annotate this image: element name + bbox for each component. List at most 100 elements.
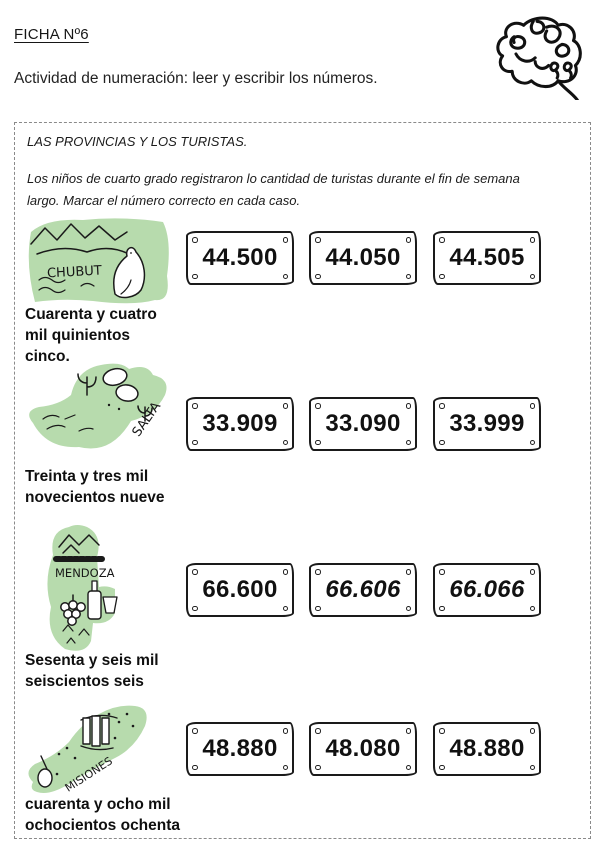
plate-value: 44.500 xyxy=(202,244,278,271)
worksheet-box: LAS PROVINCIAS Y LOS TURISTAS. Los niños… xyxy=(14,122,591,839)
plate-value: 48.880 xyxy=(449,735,525,762)
nail-dot xyxy=(439,237,445,243)
chubut-doodles xyxy=(30,223,146,299)
nail-dot xyxy=(192,439,198,445)
nail-dot xyxy=(315,273,321,279)
plate-value: 66.066 xyxy=(449,576,525,603)
word-line: Treinta y tres mil xyxy=(25,468,149,485)
ficha-number-title: FICHA Nº6 xyxy=(14,26,89,43)
number-plate[interactable]: 48.880 xyxy=(186,722,294,776)
nail-dot xyxy=(405,403,411,409)
brain-doodle-icon xyxy=(489,8,589,105)
nail-dot xyxy=(282,728,288,734)
mendoza-label: MENDOZA xyxy=(55,566,115,580)
number-plate[interactable]: 66.600 xyxy=(186,563,294,617)
nail-dot xyxy=(405,764,411,770)
nail-dot xyxy=(529,728,535,734)
word-line: Cuarenta y cuatro xyxy=(25,306,157,323)
nail-dot xyxy=(282,439,288,445)
chubut-map-icon: CHUBUT xyxy=(23,214,173,311)
plate-value: 44.505 xyxy=(449,244,525,271)
word-number-chubut: Cuarenta y cuatro mil quinientos cinco. xyxy=(25,304,157,367)
mendoza-doodles xyxy=(53,534,118,644)
number-plate[interactable]: 48.880 xyxy=(433,722,541,776)
nail-dot xyxy=(529,439,535,445)
nail-dot xyxy=(282,605,288,611)
nail-dot xyxy=(315,439,321,445)
nail-dot xyxy=(315,605,321,611)
nail-dot xyxy=(192,403,198,409)
nail-dot xyxy=(192,728,198,734)
plate-value: 33.909 xyxy=(202,410,278,437)
misiones-doodles xyxy=(37,712,135,788)
word-number-misiones: cuarenta y ocho mil ochocientos ochenta xyxy=(25,794,180,836)
number-plate[interactable]: 33.909 xyxy=(186,397,294,451)
nail-dot xyxy=(282,273,288,279)
nail-dot xyxy=(315,569,321,575)
plate-value: 48.080 xyxy=(325,735,401,762)
nail-dot xyxy=(439,728,445,734)
misiones-map-icon: MISIONES xyxy=(23,696,165,803)
nail-dot xyxy=(529,237,535,243)
number-plate[interactable]: 66.066 xyxy=(433,563,541,617)
plate-value: 33.999 xyxy=(449,410,525,437)
word-line: Sesenta y seis mil xyxy=(25,652,159,669)
number-plate[interactable]: 33.999 xyxy=(433,397,541,451)
nail-dot xyxy=(529,273,535,279)
nail-dot xyxy=(529,569,535,575)
word-line: cinco. xyxy=(25,348,70,365)
nail-dot xyxy=(192,764,198,770)
brain-inner-squiggles xyxy=(509,19,573,80)
nail-dot xyxy=(405,237,411,243)
nail-dot xyxy=(192,237,198,243)
plate-value: 44.050 xyxy=(325,244,401,271)
number-plate[interactable]: 66.606 xyxy=(309,563,417,617)
plate-value: 66.600 xyxy=(202,576,278,603)
plate-value: 66.606 xyxy=(325,576,401,603)
nail-dot xyxy=(529,403,535,409)
nail-dot xyxy=(405,605,411,611)
mendoza-map-icon: MENDOZA xyxy=(35,523,149,660)
word-line: novecientos nueve xyxy=(25,489,165,506)
nail-dot xyxy=(529,605,535,611)
nail-dot xyxy=(405,728,411,734)
number-plate[interactable]: 33.090 xyxy=(309,397,417,451)
plate-value: 48.880 xyxy=(202,735,278,762)
nail-dot xyxy=(192,569,198,575)
nail-dot xyxy=(439,764,445,770)
nail-dot xyxy=(282,237,288,243)
nail-dot xyxy=(405,273,411,279)
word-line: ochocientos ochenta xyxy=(25,817,181,834)
instructions-line: Los niños de cuarto grado registraron lo… xyxy=(27,171,520,186)
word-line: mil quinientos xyxy=(25,327,131,344)
instructions-line: largo. Marcar el número correcto en cada… xyxy=(27,193,301,208)
word-number-salta: Treinta y tres mil novecientos nueve xyxy=(25,466,165,508)
nail-dot xyxy=(439,569,445,575)
nail-dot xyxy=(315,764,321,770)
worksheet-instructions: Los niños de cuarto grado registraron lo… xyxy=(27,168,520,212)
nail-dot xyxy=(439,403,445,409)
nail-dot xyxy=(439,439,445,445)
nail-dot xyxy=(315,403,321,409)
nail-dot xyxy=(282,403,288,409)
nail-dot xyxy=(282,569,288,575)
number-plate[interactable]: 44.505 xyxy=(433,231,541,285)
plate-value: 33.090 xyxy=(325,410,401,437)
number-plate[interactable]: 48.080 xyxy=(309,722,417,776)
nail-dot xyxy=(405,439,411,445)
nail-dot xyxy=(315,237,321,243)
worksheet-title: LAS PROVINCIAS Y LOS TURISTAS. xyxy=(27,134,248,149)
activity-subtitle: Actividad de numeración: leer y escribir… xyxy=(14,70,378,87)
salta-doodles xyxy=(42,367,153,432)
nail-dot xyxy=(529,764,535,770)
nail-dot xyxy=(439,605,445,611)
chubut-label: CHUBUT xyxy=(47,264,103,282)
nail-dot xyxy=(282,764,288,770)
salta-map-icon: SALTA xyxy=(23,361,185,470)
word-line: cuarenta y ocho mil xyxy=(25,796,171,813)
nail-dot xyxy=(315,728,321,734)
number-plate[interactable]: 44.500 xyxy=(186,231,294,285)
number-plate[interactable]: 44.050 xyxy=(309,231,417,285)
nail-dot xyxy=(192,605,198,611)
nail-dot xyxy=(439,273,445,279)
